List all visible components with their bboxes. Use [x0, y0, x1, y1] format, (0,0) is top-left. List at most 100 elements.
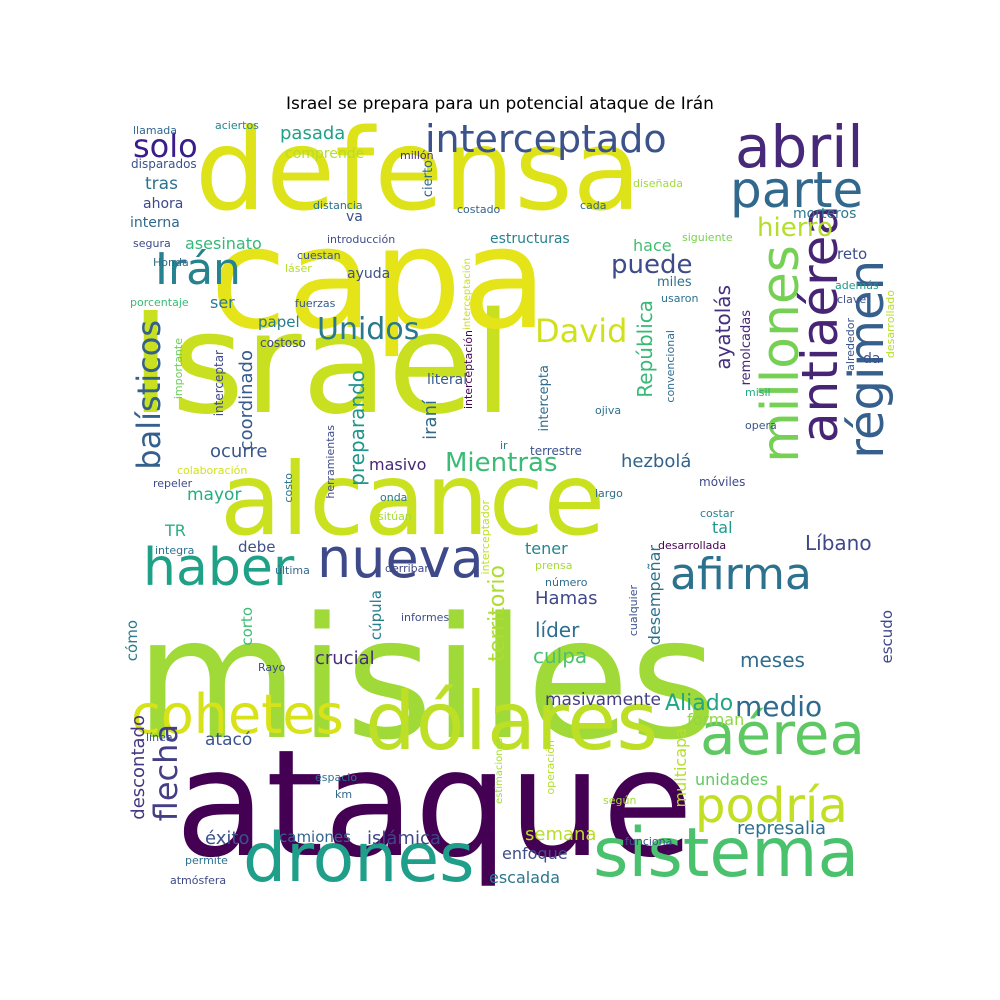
- cloud-word: sitúan: [378, 510, 412, 523]
- cloud-word: desarrollado: [884, 290, 897, 359]
- cloud-word: corto: [238, 607, 256, 646]
- cloud-word: meses: [740, 648, 805, 672]
- cloud-word: disparados: [131, 157, 197, 171]
- cloud-word: cada: [580, 199, 607, 212]
- figure-title: Israel se prepara para un potencial ataq…: [286, 94, 714, 114]
- cloud-word: tras: [145, 174, 178, 194]
- cloud-word: costado: [457, 203, 501, 216]
- cloud-word: defensa: [195, 120, 642, 236]
- cloud-word: Hamas: [535, 588, 598, 609]
- cloud-word: desempeñar: [645, 545, 664, 646]
- cloud-word: parte: [730, 161, 864, 219]
- cloud-word: cierto: [421, 160, 436, 198]
- cloud-word: láser: [285, 262, 312, 275]
- cloud-word: clave: [837, 293, 867, 306]
- cloud-word: Honda: [153, 256, 189, 269]
- cloud-word: hezbolá: [621, 451, 692, 472]
- cloud-word: derribar: [385, 562, 429, 575]
- cloud-word: Unidos: [317, 312, 420, 347]
- cloud-word: afirma: [670, 549, 812, 600]
- cloud-word: da: [863, 351, 881, 367]
- cloud-word: ayuda: [347, 266, 391, 282]
- cloud-word: segura: [133, 237, 171, 250]
- cloud-word: diseñada: [633, 177, 683, 190]
- cloud-word: estructuras: [490, 231, 570, 247]
- cloud-word: ocurre: [210, 441, 268, 462]
- cloud-word: terrestre: [530, 444, 582, 458]
- cloud-word: va: [346, 209, 363, 225]
- cloud-word: hace: [633, 236, 672, 255]
- cloud-word: además: [835, 279, 879, 292]
- cloud-word: millón: [400, 149, 434, 162]
- cloud-word: medio: [735, 690, 823, 723]
- cloud-word: ojiva: [595, 404, 622, 417]
- cloud-word: introducción: [327, 233, 396, 246]
- cloud-word: pasada: [280, 123, 346, 144]
- cloud-word: reto: [837, 245, 868, 263]
- cloud-word: David: [535, 312, 628, 350]
- cloud-word: puede: [611, 250, 693, 280]
- cloud-word: multicapa: [671, 728, 690, 808]
- cloud-word: hierro: [757, 213, 833, 243]
- cloud-word: usaron: [661, 292, 699, 305]
- cloud-word: prensa: [535, 559, 573, 572]
- cloud-word: crucial: [315, 648, 375, 669]
- cloud-word: según: [603, 794, 637, 807]
- cloud-word: herramientas: [324, 425, 337, 499]
- cloud-word: abril: [735, 120, 864, 181]
- cloud-word: asesinato: [185, 234, 262, 253]
- cloud-word: Rayo: [258, 661, 286, 674]
- cloud-word: Líbano: [805, 531, 872, 555]
- cloud-word: Mientras: [445, 448, 558, 478]
- cloud-word: balísticos: [130, 320, 168, 470]
- cloud-word: iraní: [420, 400, 441, 440]
- cloud-word: miles: [657, 275, 692, 290]
- cloud-word: culpa: [533, 644, 588, 668]
- cloud-word: costo: [282, 473, 295, 503]
- cloud-word: drones: [243, 819, 475, 893]
- cloud-word: líder: [535, 618, 580, 642]
- cloud-word: podría: [695, 778, 848, 834]
- cloud-word: islámica: [367, 828, 441, 849]
- cloud-word: interceptado: [425, 120, 667, 161]
- cloud-word: ir: [500, 439, 508, 452]
- cloud-word: interceptación: [462, 258, 473, 330]
- cloud-word: preparando: [345, 370, 369, 486]
- cloud-word: haber: [143, 538, 295, 598]
- cloud-word: cohetes: [131, 683, 344, 746]
- cloud-word: operación: [544, 740, 557, 795]
- cloud-word: onda: [380, 491, 408, 504]
- cloud-word: escudo: [878, 610, 896, 664]
- word-cloud: misiles Israel ataque capa defensa alcance dól…: [125, 120, 900, 893]
- cloud-word: línea: [146, 731, 173, 744]
- cloud-word: territorio: [485, 565, 510, 662]
- cloud-word: República: [633, 300, 657, 398]
- cloud-word: camiones: [279, 828, 351, 846]
- cloud-word: colaboración: [177, 464, 248, 477]
- cloud-word: km: [335, 788, 353, 801]
- cloud-word: informes: [401, 611, 450, 624]
- cloud-word: solo: [133, 127, 198, 165]
- cloud-word: literal: [427, 372, 468, 388]
- cloud-word: masivamente: [545, 690, 661, 710]
- cloud-word: debe: [238, 538, 276, 556]
- cloud-word: costar: [700, 507, 735, 520]
- cloud-word: costoso: [260, 336, 306, 350]
- cloud-word: repeler: [153, 477, 193, 490]
- cloud-word: porcentaje: [130, 296, 189, 309]
- cloud-word: Aliado: [665, 691, 734, 716]
- cloud-word: ataque: [175, 718, 694, 890]
- cloud-word: tener: [525, 539, 568, 558]
- cloud-word: fuerzas: [295, 297, 336, 310]
- cloud-word: interceptación: [462, 330, 475, 410]
- cloud-word: mayor: [187, 485, 242, 505]
- cloud-word: integra: [155, 544, 195, 557]
- cloud-word: interceptar: [212, 350, 226, 417]
- cloud-word: alrededor: [844, 318, 857, 371]
- cloud-word: aérea: [700, 700, 866, 768]
- cloud-word: papel: [258, 313, 300, 331]
- cloud-word: masivo: [369, 455, 427, 474]
- cloud-word: TR: [165, 521, 186, 540]
- cloud-word: represalia: [737, 818, 827, 839]
- cloud-word: capa: [210, 198, 548, 361]
